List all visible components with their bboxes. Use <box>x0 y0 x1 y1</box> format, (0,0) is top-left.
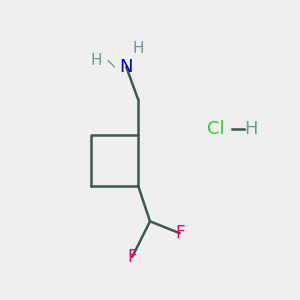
Text: F: F <box>128 248 137 266</box>
Text: H: H <box>244 120 258 138</box>
Text: N: N <box>119 58 133 76</box>
Text: Cl: Cl <box>207 120 224 138</box>
Text: H: H <box>132 41 144 56</box>
Text: H: H <box>91 53 102 68</box>
Text: F: F <box>175 224 184 242</box>
